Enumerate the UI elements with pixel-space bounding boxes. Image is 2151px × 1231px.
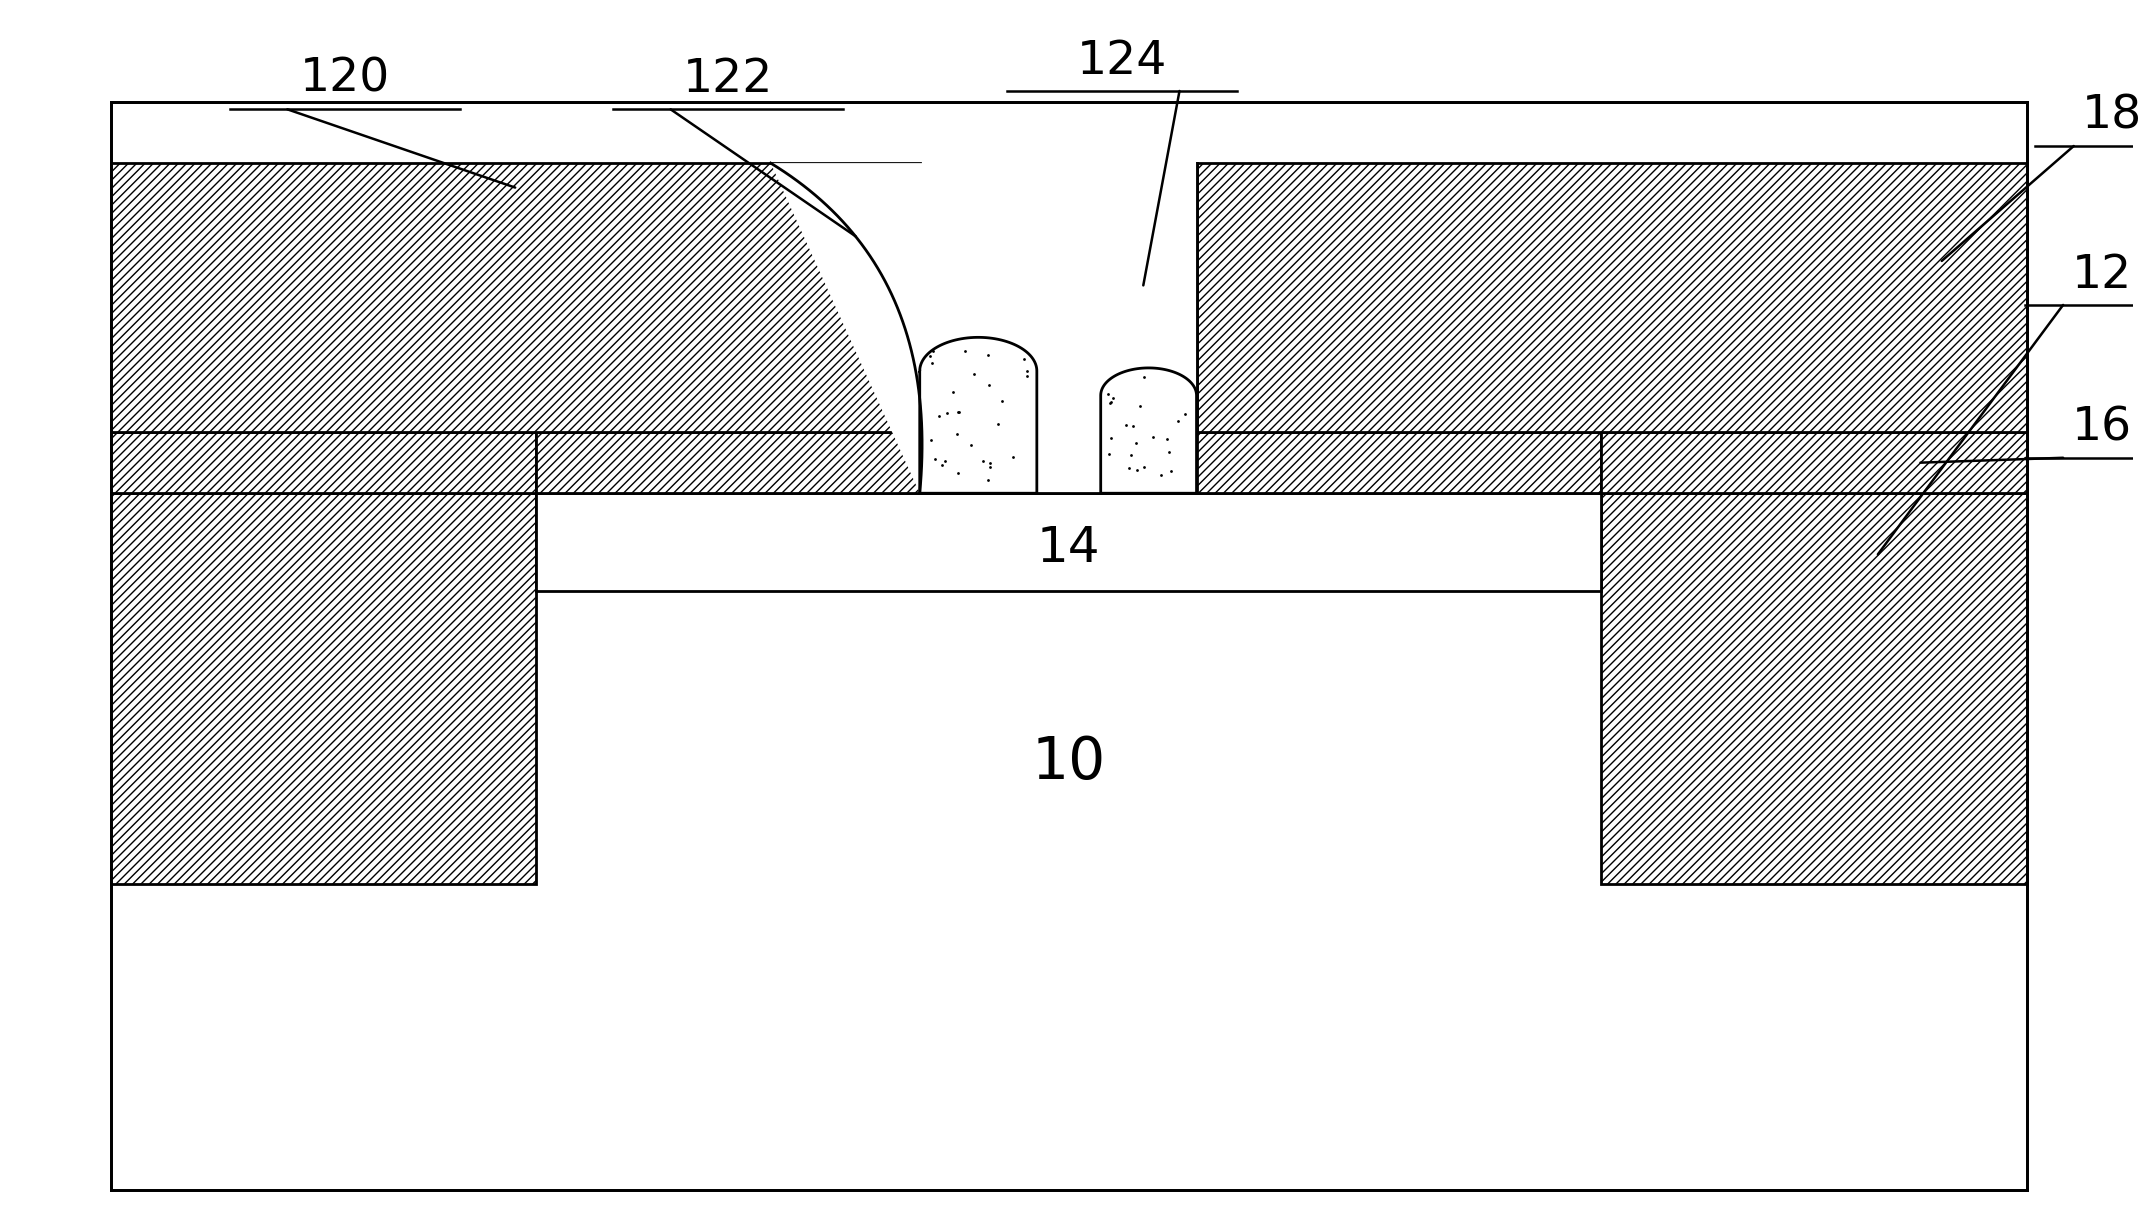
Polygon shape [1101, 368, 1196, 494]
Text: 124: 124 [1078, 38, 1168, 84]
Text: 10: 10 [1032, 734, 1106, 790]
Bar [1196, 164, 2026, 432]
Text: 120: 120 [299, 57, 389, 102]
Bar [1600, 494, 2026, 885]
Text: 18: 18 [2082, 94, 2142, 139]
Bar [1600, 432, 2026, 494]
Polygon shape [921, 337, 1037, 494]
Bar [536, 494, 1600, 591]
Polygon shape [770, 164, 1196, 494]
Bar [110, 432, 536, 494]
Text: 122: 122 [682, 57, 774, 102]
Bar [110, 164, 921, 432]
Bar [536, 432, 1600, 494]
Text: 14: 14 [1037, 524, 1101, 572]
Text: 16: 16 [2071, 405, 2132, 451]
Bar [110, 494, 536, 885]
Text: 12: 12 [2071, 252, 2132, 298]
Bar [110, 102, 2026, 1190]
